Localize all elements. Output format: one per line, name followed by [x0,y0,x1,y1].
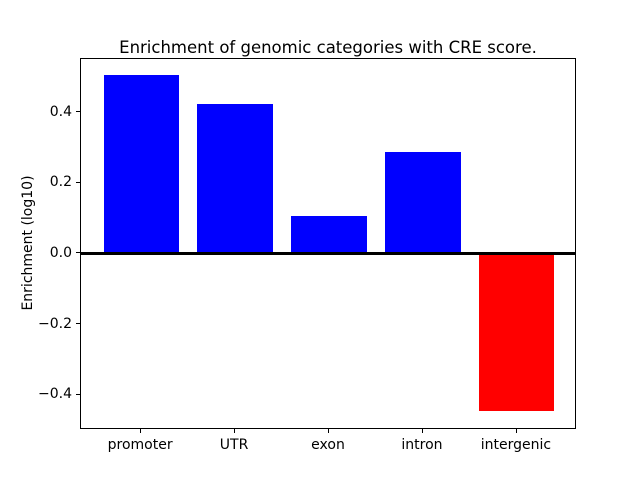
bar-UTR [197,104,273,254]
x-tick-mark [421,429,423,433]
bar-intergenic [479,253,555,411]
bar-exon [291,216,367,254]
bar-promoter [103,74,179,254]
y-tick-label-−0.4: −0.4 [38,386,72,403]
y-tick-mark [76,393,80,395]
x-tick-label-promoter: promoter [107,437,173,453]
y-tick-mark [76,252,80,254]
x-tick-mark [328,429,329,433]
x-tick-mark [140,429,142,433]
y-tick-label-0.4: 0.4 [49,103,72,120]
x-tick-label-UTR: UTR [219,437,249,453]
plot-area [80,58,576,429]
y-axis-label: Enrichment (log10) [20,175,36,311]
chart-title: Enrichment of genomic categories with CR… [119,38,537,57]
y-tick-mark [76,111,80,112]
x-tick-label-intergenic: intergenic [480,437,552,453]
x-tick-mark [234,429,236,433]
y-tick-label-0.2: 0.2 [49,174,72,191]
x-tick-label-intron: intron [401,437,443,453]
bar-intron [385,151,461,254]
x-tick-mark [515,429,517,433]
zero-line [81,251,575,255]
y-tick-label-−0.2: −0.2 [38,315,72,332]
y-tick-mark [76,323,80,324]
y-tick-label-0.0: 0.0 [49,244,72,261]
y-tick-mark [76,181,80,183]
x-tick-label-exon: exon [311,437,345,453]
